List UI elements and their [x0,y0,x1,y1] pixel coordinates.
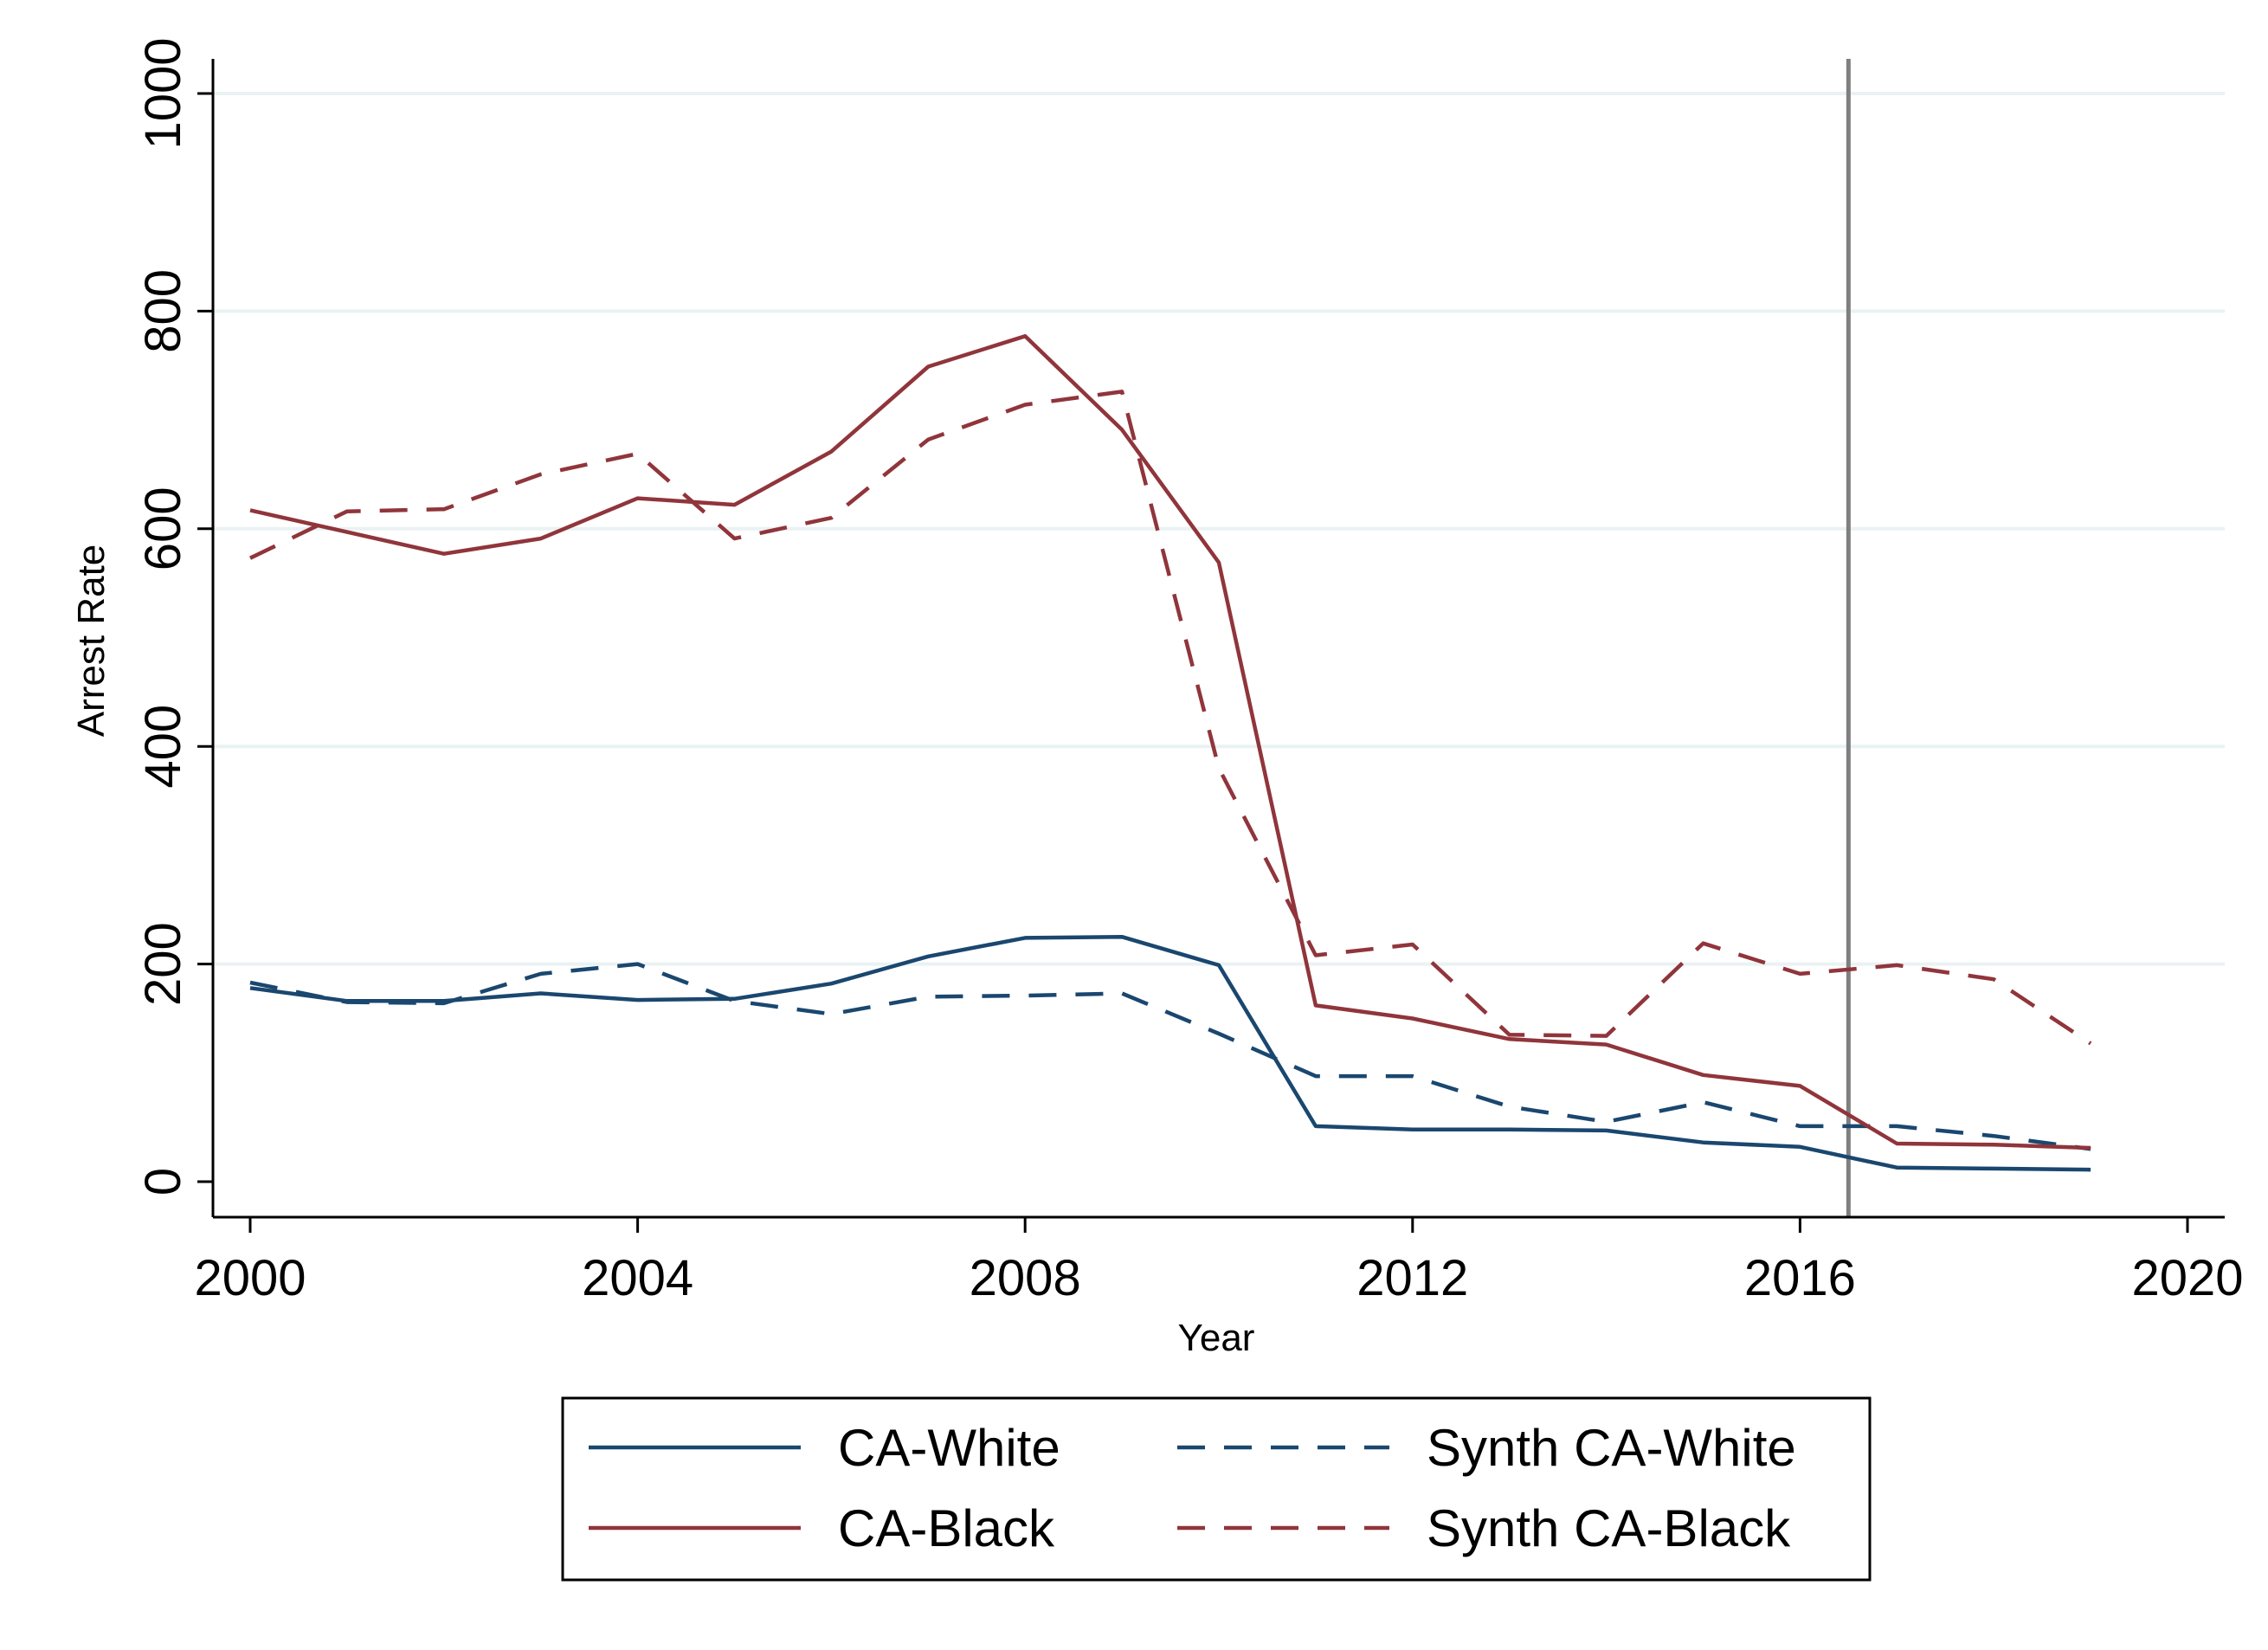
y-tick-label-800: 800 [135,269,191,353]
legend: CA-White Synth CA-White CA-Black Synth CA-B… [561,1396,1872,1582]
x-axis-ticks: 2000 2004 2008 2012 2016 2020 [194,1217,2244,1306]
x-tick-label-2012: 2012 [1356,1250,1468,1306]
axes [211,59,2225,1219]
y-tick-label-0: 0 [135,1168,191,1196]
y-tick-label-400: 400 [135,705,191,789]
y-tick-label-1000: 1000 [135,37,191,149]
series-line-ca-black [249,334,2091,1150]
y-tick-label-600: 600 [135,487,191,570]
legend-label-ca-black: CA-Black [838,1499,1055,1557]
y-tick-label-200: 200 [135,922,191,1006]
legend-box [561,1396,1872,1582]
y-axis-ticks: 0 200 400 600 800 1000 [135,37,213,1196]
x-tick-label-2004: 2004 [582,1250,693,1306]
legend-label-synth-ca-white: Synth CA-White [1427,1419,1796,1477]
x-axis-label: Year [1178,1317,1255,1359]
x-tick-label-2000: 2000 [194,1250,306,1306]
series-line-synth-ca-black [249,390,2092,1046]
y-axis-label: Arrest Rate [70,545,113,738]
x-tick-label-2020: 2020 [2131,1250,2243,1306]
x-tick-label-2008: 2008 [970,1250,1081,1306]
legend-label-synth-ca-black: Synth CA-Black [1427,1499,1791,1557]
series-lines [249,334,2092,1172]
x-tick-label-2016: 2016 [1744,1250,1856,1306]
series-line-ca-white [249,934,2091,1172]
series-line-synth-ca-white [249,962,2091,1151]
legend-label-ca-white: CA-White [838,1419,1060,1477]
